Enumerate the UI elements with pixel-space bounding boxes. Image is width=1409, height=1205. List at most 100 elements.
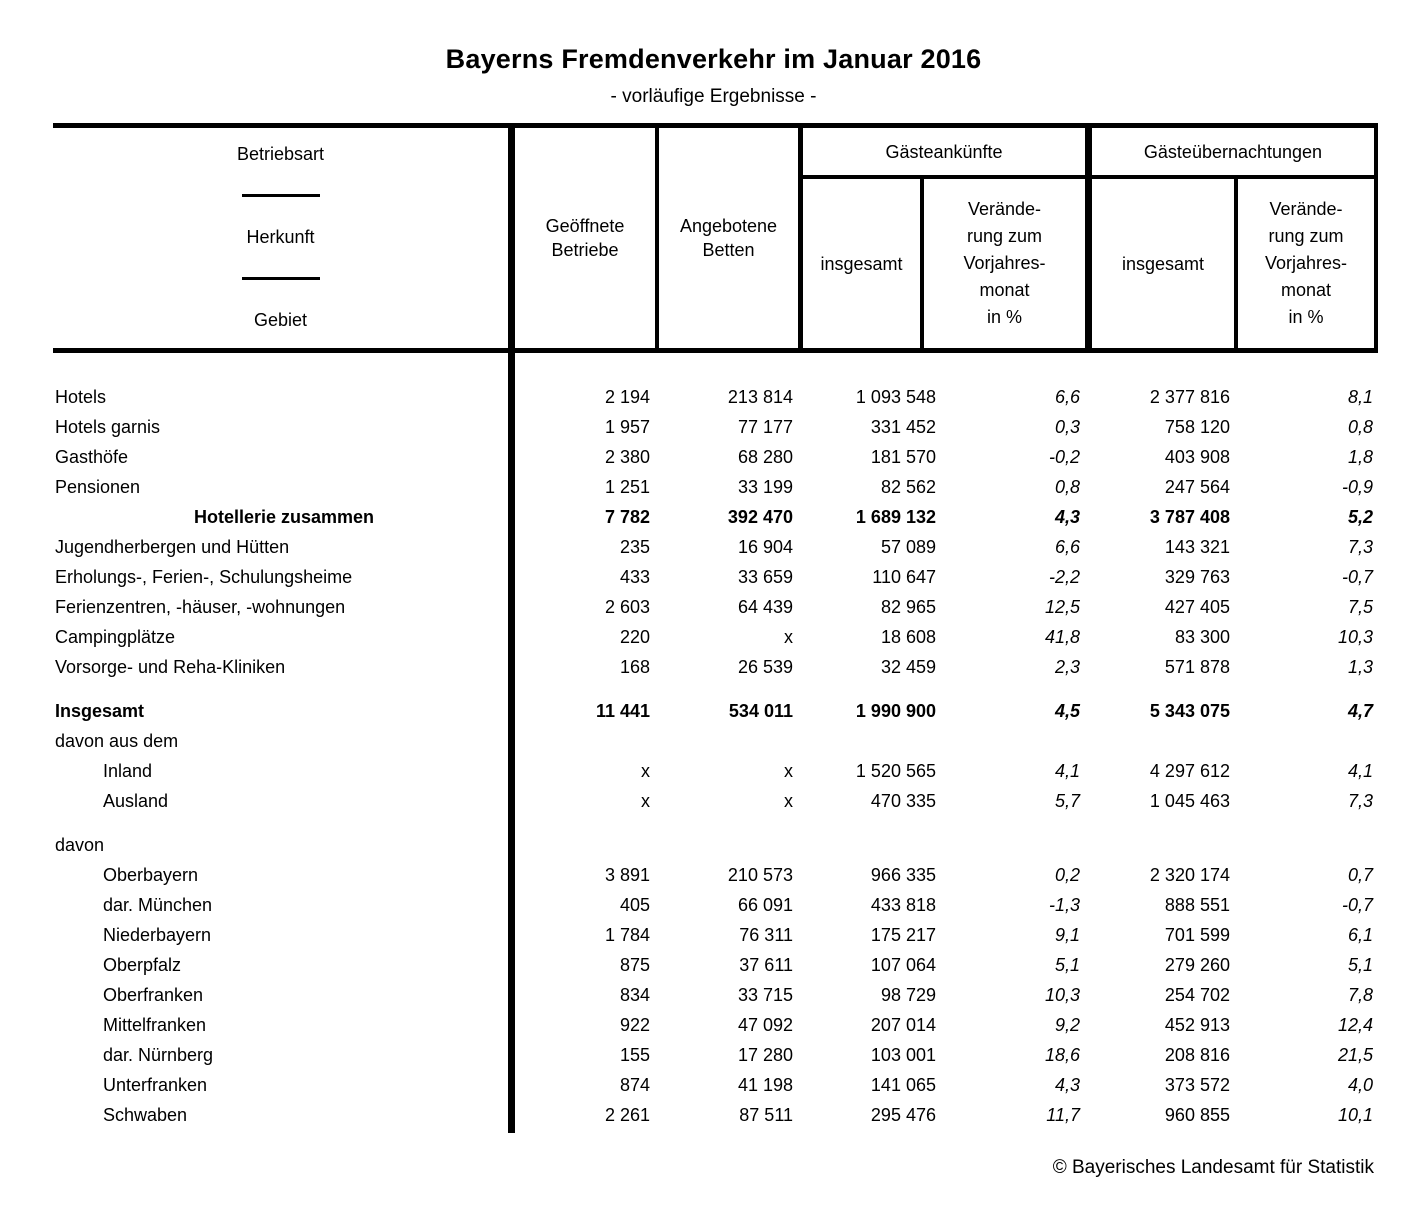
cell-overnights-change: -0,7 bbox=[1341, 895, 1373, 915]
group-header-overnights: Gästeübernachtungen bbox=[1143, 141, 1323, 162]
cell-arrivals-change: 10,3 bbox=[1044, 985, 1080, 1005]
cell-overnights-change: 1,8 bbox=[1347, 447, 1373, 467]
cell-arrivals-total: 141 065 bbox=[870, 1075, 936, 1095]
cell-open-businesses: 922 bbox=[619, 1015, 650, 1035]
cell-offered-beds: 68 280 bbox=[737, 447, 793, 467]
cell-overnights-total: 208 816 bbox=[1164, 1045, 1230, 1065]
row-label: Erholungs-, Ferien-, Schulungsheime bbox=[55, 567, 353, 587]
row-label: Vorsorge- und Reha-Kliniken bbox=[55, 657, 286, 677]
cell-arrivals-total: 32 459 bbox=[880, 657, 936, 677]
cell-offered-beds: 47 092 bbox=[737, 1015, 793, 1035]
cell-overnights-total: 279 260 bbox=[1164, 955, 1230, 975]
cell-overnights-change: 5,2 bbox=[1347, 507, 1373, 527]
page-title: Bayerns Fremdenverkehr im Januar 2016 bbox=[445, 44, 982, 74]
cell-overnights-change: 4,7 bbox=[1347, 701, 1373, 721]
cell-offered-beds: 87 511 bbox=[739, 1105, 793, 1125]
arrivals-group-underline bbox=[803, 175, 1085, 179]
cell-arrivals-change: -1,3 bbox=[1048, 895, 1080, 915]
cell-arrivals-total: 331 452 bbox=[870, 417, 936, 437]
row-label: Unterfranken bbox=[103, 1075, 208, 1095]
cell-open-businesses: 2 380 bbox=[604, 447, 650, 467]
cell-overnights-change: 7,3 bbox=[1347, 537, 1373, 557]
table-row: Hotels 2 194 213 814 1 093 548 6,6 2 377 816 8… bbox=[53, 382, 1373, 412]
cell-overnights-total: 247 564 bbox=[1164, 477, 1230, 497]
cell-offered-beds: 64 439 bbox=[737, 597, 793, 617]
cell-offered-beds: 66 091 bbox=[737, 895, 793, 915]
cell-offered-beds: 534 011 bbox=[728, 701, 793, 721]
cell-overnights-total: 143 321 bbox=[1164, 537, 1230, 557]
table-row: Mittelfranken 922 47 092 207 014 9,2 452 913 1… bbox=[53, 1010, 1373, 1040]
column-header-open-businesses: Geöffnete Betriebe bbox=[545, 216, 625, 260]
cell-overnights-total: 571 878 bbox=[1164, 657, 1230, 677]
cell-open-businesses: x bbox=[641, 791, 650, 811]
cell-open-businesses: 11 441 bbox=[595, 701, 650, 721]
cell-open-businesses: 2 261 bbox=[604, 1105, 650, 1125]
cell-arrivals-total: 82 965 bbox=[880, 597, 936, 617]
cell-open-businesses bbox=[515, 830, 650, 860]
rowhead-line-gebiet: Gebiet bbox=[253, 310, 308, 330]
cell-arrivals-change: 4,3 bbox=[1054, 1075, 1080, 1095]
row-label: Mittelfranken bbox=[103, 1015, 207, 1035]
cell-open-businesses: 1 251 bbox=[604, 477, 650, 497]
table-row: Ausland x x 470 335 5,7 1 045 463 7,3 bbox=[53, 786, 1373, 816]
table-row: Pensionen 1 251 33 199 82 562 0,8 247 564 -0,9 bbox=[53, 472, 1373, 502]
cell-arrivals-change: -2,2 bbox=[1048, 567, 1080, 587]
cell-arrivals-total: 57 089 bbox=[880, 537, 936, 557]
cell-overnights-change: 7,3 bbox=[1347, 791, 1373, 811]
header-divider-open-beds bbox=[655, 128, 659, 348]
cell-arrivals-total: 82 562 bbox=[880, 477, 936, 497]
row-label: Oberbayern bbox=[103, 865, 199, 885]
cell-overnights-total: 4 297 612 bbox=[1149, 761, 1230, 781]
cell-overnights-total: 960 855 bbox=[1164, 1105, 1230, 1125]
cell-offered-beds: 210 573 bbox=[727, 865, 793, 885]
cell-arrivals-total: 966 335 bbox=[870, 865, 936, 885]
cell-overnights-total: 701 599 bbox=[1164, 925, 1230, 945]
column-header-arrivals-change: Verände- rung zum Vorjahres- monat in % bbox=[963, 199, 1046, 327]
row-label: Niederbayern bbox=[103, 925, 212, 945]
cell-arrivals-change bbox=[936, 830, 1080, 860]
cell-arrivals-change: 0,2 bbox=[1054, 865, 1080, 885]
cell-open-businesses: 875 bbox=[619, 955, 650, 975]
cell-overnights-total: 83 300 bbox=[1174, 627, 1230, 647]
row-label: Ausland bbox=[103, 791, 169, 811]
cell-arrivals-total: 18 608 bbox=[880, 627, 936, 647]
cell-offered-beds bbox=[650, 726, 793, 756]
group-divider bbox=[1085, 128, 1092, 348]
cell-arrivals-change: 5,1 bbox=[1054, 955, 1080, 975]
cell-overnights-total: 403 908 bbox=[1164, 447, 1230, 467]
cell-offered-beds: 37 611 bbox=[739, 955, 793, 975]
cell-overnights-total: 427 405 bbox=[1164, 597, 1230, 617]
row-label: Oberfranken bbox=[103, 985, 204, 1005]
rowhead-line-herkunft: Herkunft bbox=[246, 227, 315, 247]
cell-arrivals-change: 2,3 bbox=[1054, 657, 1080, 677]
cell-offered-beds: 33 199 bbox=[737, 477, 793, 497]
row-label: dar. München bbox=[103, 895, 213, 915]
row-label: Ferienzentren, -häuser, -wohnungen bbox=[55, 597, 346, 617]
cell-arrivals-change: -0,2 bbox=[1048, 447, 1080, 467]
cell-overnights-change: 7,5 bbox=[1347, 597, 1373, 617]
row-label: Insgesamt bbox=[55, 701, 145, 721]
cell-overnights-total: 2 377 816 bbox=[1149, 387, 1230, 407]
cell-overnights-total: 373 572 bbox=[1164, 1075, 1230, 1095]
rowhead-rule bbox=[241, 194, 320, 197]
column-header-overnights-total: insgesamt bbox=[1121, 253, 1205, 274]
cell-overnights-change: -0,9 bbox=[1341, 477, 1373, 497]
cell-overnights-change: 4,0 bbox=[1347, 1075, 1373, 1095]
table-row: Erholungs-, Ferien-, Schulungsheime 433 33… bbox=[53, 562, 1373, 592]
cell-overnights-total: 888 551 bbox=[1164, 895, 1230, 915]
cell-overnights-total: 254 702 bbox=[1164, 985, 1230, 1005]
cell-arrivals-change: 18,6 bbox=[1044, 1045, 1080, 1065]
header-divider-beds-arrivals bbox=[798, 128, 803, 348]
cell-arrivals-total bbox=[793, 726, 936, 756]
row-label: Campingplätze bbox=[55, 627, 176, 647]
cell-arrivals-total: 1 689 132 bbox=[855, 507, 936, 527]
cell-open-businesses: 2 194 bbox=[604, 387, 650, 407]
cell-offered-beds: 392 470 bbox=[727, 507, 793, 527]
table-row: Ferienzentren, -häuser, -wohnungen 2 603 6… bbox=[53, 592, 1373, 622]
cell-arrivals-total: 295 476 bbox=[870, 1105, 936, 1125]
row-label: dar. Nürnberg bbox=[103, 1045, 214, 1065]
table-row: Jugendherbergen und Hütten 235 16 904 57 08… bbox=[53, 532, 1373, 562]
cell-overnights-total: 1 045 463 bbox=[1149, 791, 1230, 811]
row-label: Inland bbox=[103, 761, 153, 781]
cell-open-businesses bbox=[515, 726, 650, 756]
